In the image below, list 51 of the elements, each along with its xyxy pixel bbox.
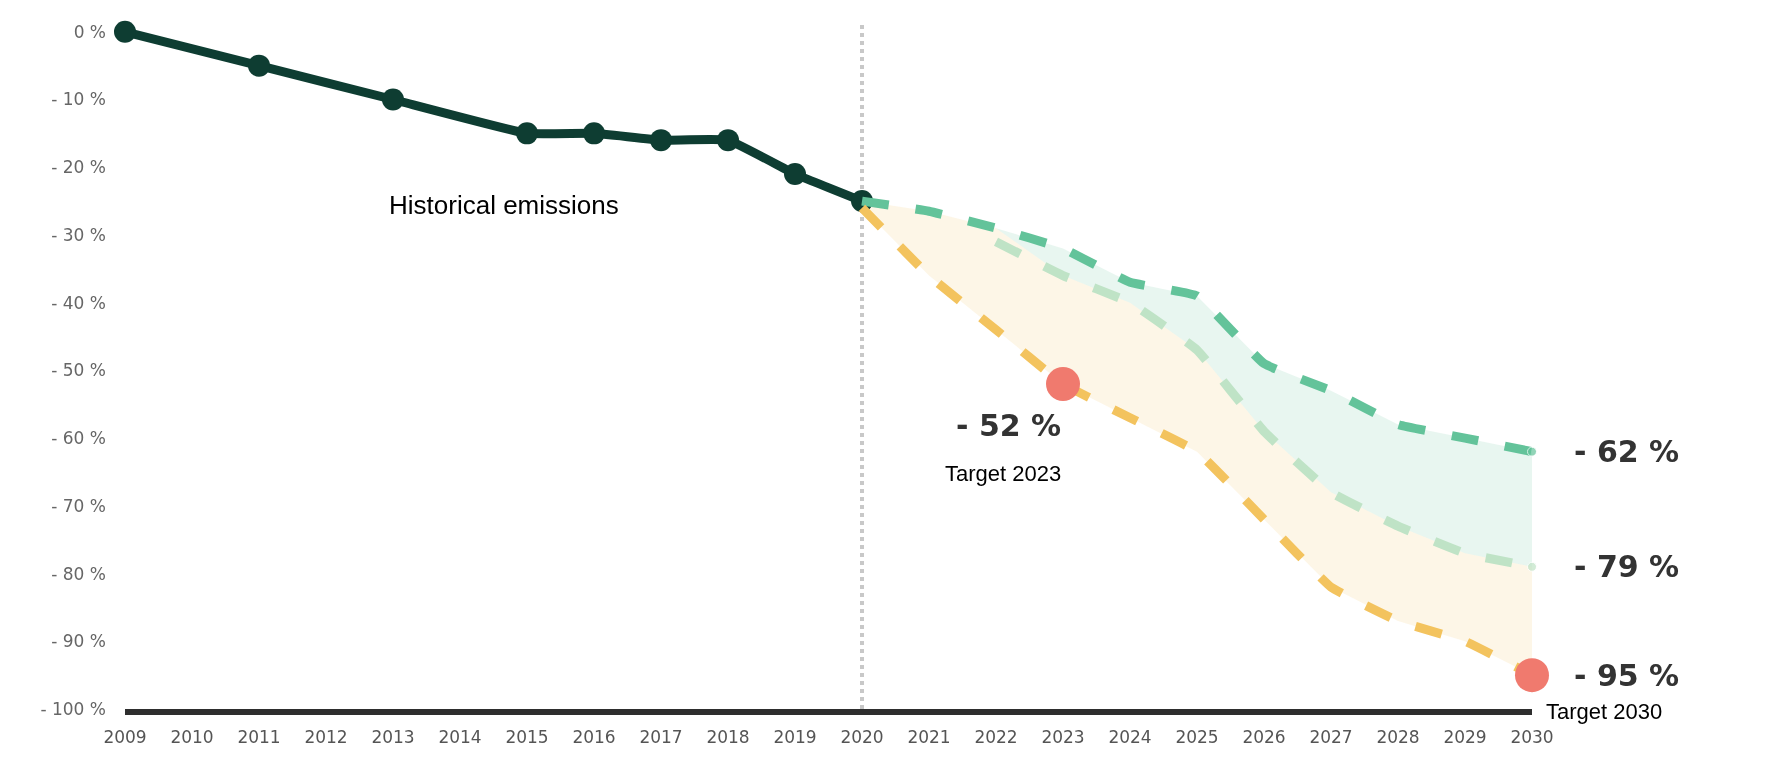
point: [516, 122, 538, 145]
y-tick-label: - 20 %: [51, 157, 106, 178]
point: [784, 162, 806, 185]
x-tick-label: 2016: [572, 727, 616, 748]
point: [1515, 658, 1549, 693]
x-tick-label: 2013: [371, 727, 415, 748]
x-tick-label: 2017: [639, 727, 683, 748]
point: [1527, 561, 1537, 572]
point: [650, 129, 672, 152]
x-tick-label: 2028: [1376, 727, 1420, 748]
point: [1046, 366, 1080, 401]
y-tick-label: - 30 %: [51, 224, 106, 245]
data-label: - 52 %: [956, 408, 1062, 443]
series-label: Historical emissions: [389, 190, 619, 220]
x-tick-label: 2012: [304, 727, 348, 748]
x-tick-label: 2027: [1309, 727, 1353, 748]
y-tick-label: - 10 %: [51, 89, 106, 110]
x-tick-label: 2011: [237, 727, 281, 748]
x-tick-label: 2019: [773, 727, 817, 748]
y-tick-label: - 80 %: [51, 563, 106, 584]
point: [583, 122, 605, 145]
y-tick-label: - 100 %: [40, 698, 106, 719]
x-tick-label: 2026: [1242, 727, 1286, 748]
x-tick-label: 2009: [103, 727, 147, 748]
data-label: - 79 %: [1574, 549, 1680, 584]
x-tick-label: 2022: [974, 727, 1018, 748]
text: Target 2030: [1546, 699, 1663, 724]
y-tick-label: - 90 %: [51, 631, 106, 652]
point: [717, 129, 739, 152]
x-tick-label: 2020: [840, 727, 884, 748]
x-tick-label: 2014: [438, 727, 482, 748]
x-tick-label: 2010: [170, 727, 214, 748]
point: [382, 88, 404, 111]
annotation: Target 2023: [945, 461, 1062, 486]
x-tick-label: 2024: [1108, 727, 1152, 748]
data-label: - 95 %: [1574, 658, 1680, 693]
data-label: - 62 %: [1574, 434, 1680, 469]
x-tick-label: 2025: [1175, 727, 1219, 748]
x-tick-label: 2029: [1443, 727, 1487, 748]
y-tick-label: - 60 %: [51, 428, 106, 449]
x-tick-label: 2018: [706, 727, 750, 748]
point: [114, 20, 136, 43]
x-tick-label: 2023: [1041, 727, 1085, 748]
y-tick-label: - 50 %: [51, 360, 106, 381]
point: [248, 54, 270, 77]
x-tick-label: 2021: [907, 727, 951, 748]
x-tick-label: 2015: [505, 727, 549, 748]
y-tick-label: - 70 %: [51, 495, 106, 516]
x-tick-label: 2030: [1510, 727, 1554, 748]
y-tick-label: - 40 %: [51, 292, 106, 313]
y-tick-label: 0 %: [73, 21, 106, 42]
